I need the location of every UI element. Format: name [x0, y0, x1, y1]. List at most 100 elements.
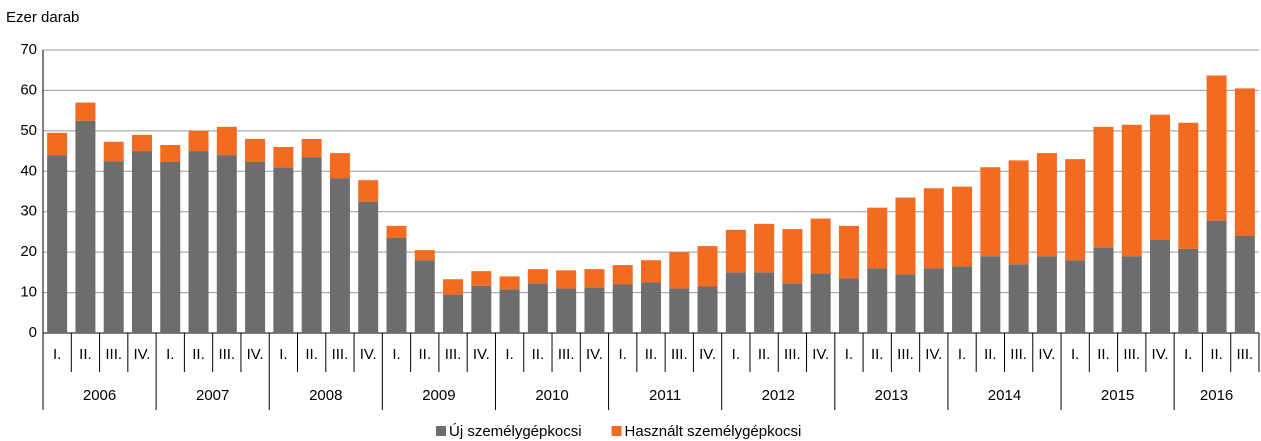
y-tick-label: 50 — [20, 122, 37, 139]
x-tick-label: II. — [79, 346, 92, 363]
bar-segment — [499, 276, 520, 290]
bar-segment — [527, 283, 548, 333]
bar-segment — [1065, 159, 1086, 261]
bar-segment — [1150, 114, 1171, 241]
x-tick-label: III. — [445, 346, 462, 363]
bar-segment — [641, 260, 661, 283]
x-tick-label: II. — [305, 346, 318, 363]
bar-segment — [188, 151, 209, 333]
bar-segment — [1093, 247, 1114, 333]
legend-swatch — [611, 426, 622, 436]
bar-segment — [725, 229, 746, 273]
legend-label: Használt személygépkocsi — [625, 423, 802, 440]
x-tick-label: III. — [1010, 346, 1027, 363]
x-tick-label: I. — [505, 346, 513, 363]
bar-segment — [358, 201, 379, 333]
bar-segment — [782, 229, 803, 284]
bar-segment — [47, 155, 68, 333]
x-tick-label: I. — [732, 346, 740, 363]
group-label: 2012 — [762, 387, 795, 404]
x-tick-label: I. — [1071, 346, 1079, 363]
bar-segment — [329, 153, 350, 179]
bar-segment — [612, 284, 633, 333]
bar-segment — [1093, 126, 1114, 248]
x-tick-label: IV. — [812, 346, 829, 363]
group-label: 2008 — [309, 387, 342, 404]
group-label: 2013 — [875, 387, 908, 404]
group-label: 2009 — [422, 387, 455, 404]
x-tick-label: III. — [1237, 346, 1254, 363]
bar-segment — [1178, 122, 1199, 249]
legend-swatch — [436, 426, 446, 436]
y-tick-label: 10 — [20, 284, 37, 301]
x-tick-label: I. — [619, 346, 627, 363]
bar-segment — [245, 161, 266, 333]
bar-segment — [782, 283, 803, 333]
x-tick-label: II. — [758, 346, 771, 363]
bar-segment — [754, 272, 775, 333]
bar-segment — [471, 271, 492, 286]
bar-segment — [499, 289, 520, 333]
bar-segment — [952, 266, 973, 333]
x-tick-label: IV. — [133, 346, 150, 363]
bar-segment — [810, 218, 831, 274]
y-tick-label: 0 — [29, 324, 37, 341]
bar-segment — [556, 270, 577, 289]
bar-segment — [584, 269, 605, 288]
bar-segment — [47, 132, 68, 156]
bar-segment — [838, 225, 859, 279]
group-label: 2016 — [1200, 387, 1233, 404]
x-tick-label: I. — [1184, 346, 1192, 363]
x-tick-label: II. — [419, 346, 432, 363]
y-tick-label: 30 — [20, 203, 37, 220]
bar-segment — [1234, 235, 1255, 333]
x-tick-label: II. — [192, 346, 205, 363]
x-tick-label: IV. — [699, 346, 716, 363]
bar-segment — [1178, 248, 1199, 333]
bar-segment — [188, 130, 209, 152]
x-tick-label: IV. — [1152, 346, 1169, 363]
y-tick-label: 70 — [20, 41, 37, 58]
bar-segment — [1150, 240, 1171, 333]
x-tick-label: III. — [558, 346, 575, 363]
bar-segment — [103, 141, 124, 162]
bar-segment — [160, 145, 181, 162]
bar-segment — [75, 120, 96, 333]
bar-segment — [1206, 75, 1227, 221]
x-tick-label: I. — [53, 346, 61, 363]
x-tick-label: IV. — [473, 346, 490, 363]
x-tick-label: III. — [105, 346, 122, 363]
bar-segment — [273, 147, 294, 168]
x-tick-label: II. — [532, 346, 545, 363]
x-tick-label: I. — [845, 346, 853, 363]
bar-segment — [75, 102, 96, 121]
bar-segment — [1036, 256, 1057, 333]
bar-segment — [386, 225, 407, 238]
group-label: 2006 — [83, 387, 116, 404]
bar-segment — [867, 268, 888, 333]
bar-segment — [697, 246, 718, 287]
x-tick-label: II. — [871, 346, 884, 363]
bar-segment — [810, 273, 831, 333]
bar-segment — [301, 138, 322, 158]
bar-segment — [980, 256, 1001, 333]
bar-segment — [160, 161, 181, 333]
x-tick-label: III. — [671, 346, 688, 363]
bar-segment — [923, 188, 944, 269]
bar-segment — [612, 265, 633, 285]
group-label: 2011 — [649, 387, 681, 404]
x-tick-label: II. — [1210, 346, 1223, 363]
x-tick-label: III. — [218, 346, 235, 363]
bar-segment — [1121, 256, 1142, 333]
bar-segment — [838, 278, 859, 333]
bar-segment — [301, 157, 322, 333]
bar-segment — [584, 287, 605, 333]
x-tick-label: III. — [332, 346, 349, 363]
bar-segment — [895, 274, 916, 333]
bar-segment — [923, 268, 944, 333]
group-label: 2014 — [988, 387, 1021, 404]
bar-segment — [443, 279, 464, 295]
bar-segment — [414, 260, 435, 333]
bar-segment — [273, 167, 294, 333]
